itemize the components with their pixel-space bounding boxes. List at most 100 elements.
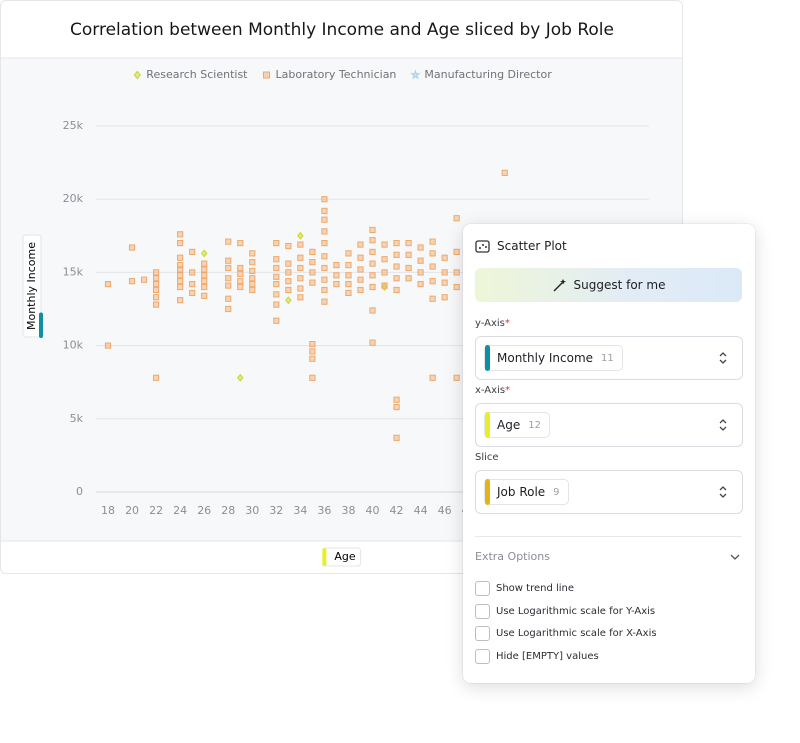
y-axis-label-text: Monthly Income (25, 242, 38, 330)
checkbox[interactable] (475, 603, 490, 619)
extra-options-title: Extra Options (475, 550, 550, 563)
point (189, 248, 196, 256)
point (345, 261, 352, 269)
point (393, 263, 400, 270)
point (285, 242, 292, 250)
x-tick-label: 20 (125, 504, 139, 517)
x-tick-label: 44 (414, 504, 428, 517)
point (429, 250, 436, 257)
point (345, 272, 352, 279)
point (429, 374, 436, 381)
point (225, 275, 232, 282)
point (153, 301, 160, 308)
select-chevrons (719, 419, 727, 431)
point (345, 289, 352, 296)
option: Use Logarithmic scale for X-Axis (475, 626, 657, 641)
point (177, 272, 184, 279)
point (201, 260, 208, 267)
point (189, 289, 196, 296)
point (429, 238, 436, 245)
checkbox[interactable] (475, 581, 490, 596)
x-tick-label: 26 (197, 504, 211, 517)
point (201, 292, 208, 299)
point (177, 266, 184, 273)
select[interactable]: Age 12 (475, 403, 743, 447)
option-label: Use Logarithmic scale for X-Axis (496, 628, 657, 639)
point (369, 237, 376, 244)
required-mark: * (505, 385, 511, 396)
point (104, 281, 112, 288)
field-label: y-Axis* (475, 318, 510, 329)
point (249, 259, 256, 266)
point (225, 257, 232, 264)
point (177, 297, 184, 304)
field-value: Monthly Income (497, 351, 594, 365)
field-label: x-Axis* (475, 385, 510, 396)
select[interactable]: Job Role 9 (475, 470, 743, 514)
point (429, 263, 436, 270)
point (201, 283, 208, 291)
point (309, 374, 316, 381)
point (177, 261, 184, 269)
legend-item: Manufacturing Director (410, 68, 552, 81)
field-value: Age (497, 418, 521, 432)
point (177, 283, 184, 291)
x-tick-label: 46 (438, 504, 452, 517)
select[interactable]: Monthly Income 11 (475, 336, 743, 380)
point (237, 240, 244, 247)
point (273, 281, 280, 288)
point (201, 266, 208, 273)
field-color-bar (485, 479, 490, 505)
point (381, 269, 388, 276)
point (153, 281, 160, 288)
point (237, 264, 244, 272)
point (357, 266, 364, 273)
point (285, 296, 292, 305)
option: Use Logarithmic scale for Y-Axis (475, 603, 655, 619)
point (189, 281, 196, 288)
checkbox[interactable] (475, 626, 490, 641)
point (453, 374, 460, 381)
x-axis-label: Age (322, 547, 362, 567)
point (189, 269, 196, 276)
point (453, 283, 460, 291)
point (153, 294, 160, 301)
point (369, 339, 376, 346)
suggest-label: Suggest for me (573, 278, 666, 292)
point (297, 264, 304, 272)
point (153, 275, 160, 282)
point (369, 307, 376, 314)
legend-label: Manufacturing Director (424, 68, 552, 81)
point (309, 355, 316, 362)
point (393, 403, 400, 411)
point (333, 281, 340, 288)
point (309, 259, 316, 266)
point (273, 273, 280, 280)
point (369, 283, 376, 291)
point (237, 270, 244, 277)
field-count: 9 (553, 486, 560, 498)
point (309, 279, 316, 286)
x-tick-label: 38 (341, 504, 355, 517)
point (429, 278, 436, 285)
point (345, 281, 352, 288)
y-tick-label: 25k (63, 119, 84, 132)
suggest-button[interactable]: Suggest for me (475, 268, 742, 302)
point (225, 305, 232, 313)
legend-marker (133, 70, 141, 80)
field-label-text: y-Axis (475, 318, 505, 329)
point (297, 231, 304, 240)
point (309, 269, 316, 276)
y-tick-label: 20k (63, 192, 84, 205)
point (249, 250, 256, 257)
checkbox[interactable] (475, 648, 490, 664)
point (273, 240, 280, 247)
point (357, 286, 364, 294)
y-tick-label: 5k (70, 412, 84, 425)
legend-label: Research Scientist (146, 68, 248, 81)
point (285, 269, 292, 276)
point (405, 275, 412, 282)
point (285, 286, 292, 294)
x-tick-label: 18 (101, 504, 115, 517)
chevron-down[interactable] (729, 552, 741, 562)
